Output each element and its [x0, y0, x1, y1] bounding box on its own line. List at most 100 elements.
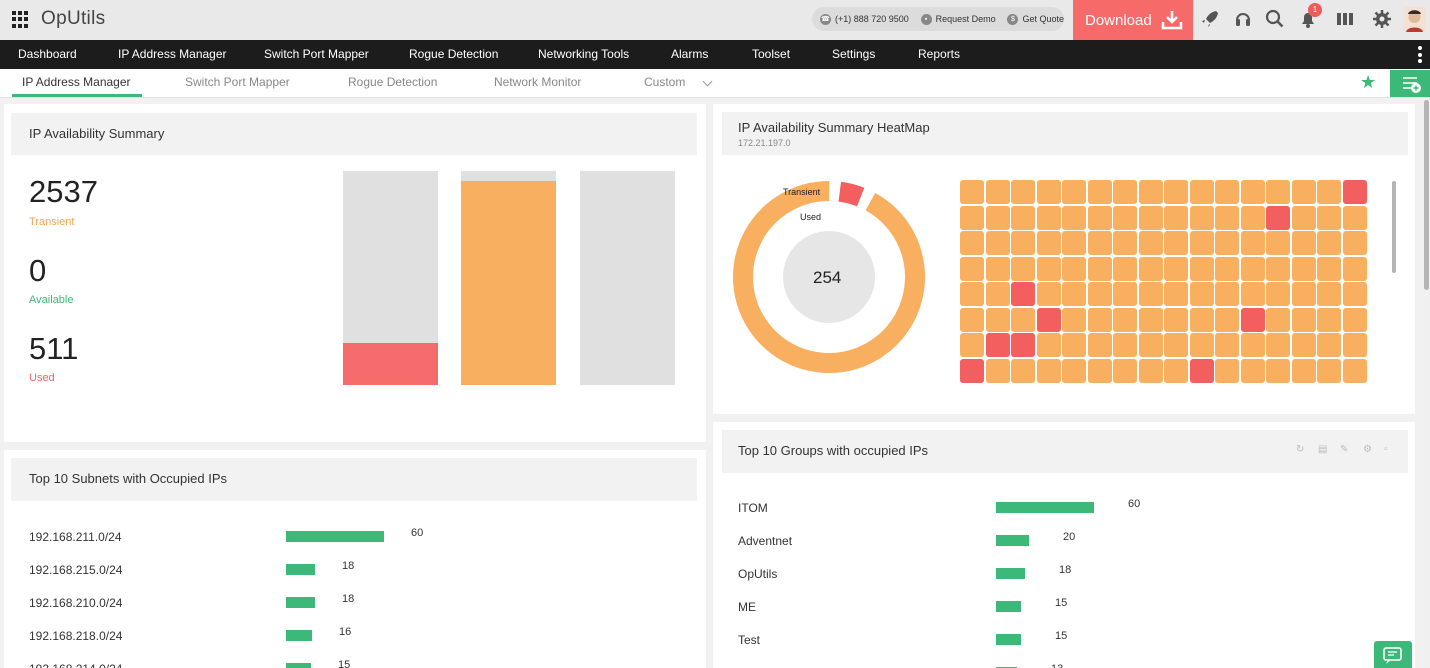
widget-menu-button[interactable]: [1390, 70, 1430, 97]
heatmap-cell-transient[interactable]: [1266, 256, 1290, 281]
tab-network-monitor[interactable]: Network Monitor: [494, 75, 582, 89]
heatmap-cell-transient[interactable]: [960, 282, 984, 306]
heatmap-cell-transient[interactable]: [1011, 256, 1035, 281]
heatmap-cell-transient[interactable]: [1317, 333, 1341, 357]
get-quote-link[interactable]: Get Quote: [1022, 14, 1064, 24]
heatmap-cell-transient[interactable]: [1138, 205, 1163, 230]
headset-icon[interactable]: [1232, 8, 1254, 30]
heatmap-cell-transient[interactable]: [1342, 333, 1367, 357]
heatmap-cell-transient[interactable]: [1317, 358, 1341, 383]
heatmap-cell-transient[interactable]: [1011, 231, 1035, 255]
heatmap-cell-used[interactable]: [1011, 333, 1035, 357]
heatmap-cell-used[interactable]: [1342, 180, 1367, 204]
heatmap-cell-transient[interactable]: [1036, 231, 1061, 255]
rocket-icon[interactable]: [1199, 8, 1221, 30]
heatmap-cell-transient[interactable]: [1164, 307, 1188, 332]
row-bar[interactable]: [996, 568, 1025, 579]
heatmap-cell-transient[interactable]: [1266, 282, 1290, 306]
heatmap-scrollbar[interactable]: [1392, 181, 1396, 273]
nav-switch-port-mapper[interactable]: Switch Port Mapper: [264, 47, 369, 61]
heatmap-cell-transient[interactable]: [1087, 180, 1112, 204]
heatmap-cell-transient[interactable]: [1189, 180, 1214, 204]
heatmap-cell-transient[interactable]: [1240, 282, 1265, 306]
heatmap-cell-transient[interactable]: [1266, 180, 1290, 204]
heatmap-cell-transient[interactable]: [1342, 307, 1367, 332]
row-bar[interactable]: [286, 564, 315, 575]
heatmap-cell-transient[interactable]: [1087, 333, 1112, 357]
heatmap-cell-transient[interactable]: [1087, 307, 1112, 332]
heatmap-cell-transient[interactable]: [1266, 231, 1290, 255]
heatmap-cell-transient[interactable]: [960, 256, 984, 281]
heatmap-cell-transient[interactable]: [1189, 231, 1214, 255]
heatmap-cell-transient[interactable]: [1036, 333, 1061, 357]
heatmap-cell-transient[interactable]: [1215, 180, 1239, 204]
heatmap-cell-transient[interactable]: [1291, 256, 1316, 281]
tab-rogue-detection[interactable]: Rogue Detection: [348, 75, 438, 89]
refresh-icon[interactable]: ↻: [1296, 444, 1305, 455]
row-bar[interactable]: [286, 663, 311, 668]
heatmap-cell-transient[interactable]: [1215, 205, 1239, 230]
heatmap-cell-transient[interactable]: [1036, 256, 1061, 281]
chevron-down-icon[interactable]: [702, 76, 713, 87]
heatmap-cell-transient[interactable]: [960, 205, 984, 230]
heatmap-cell-transient[interactable]: [1240, 256, 1265, 281]
app-grid-icon[interactable]: [12, 11, 29, 28]
nav-reports[interactable]: Reports: [918, 47, 961, 61]
heatmap-cell-transient[interactable]: [1113, 205, 1137, 230]
heatmap-cell-transient[interactable]: [1036, 282, 1061, 306]
heatmap-cell-transient[interactable]: [1317, 307, 1341, 332]
heatmap-cell-transient[interactable]: [1113, 180, 1137, 204]
heatmap-cell-transient[interactable]: [1317, 231, 1341, 255]
request-demo-link[interactable]: Request Demo: [935, 14, 996, 24]
heatmap-cell-transient[interactable]: [1087, 231, 1112, 255]
heatmap-cell-transient[interactable]: [1036, 358, 1061, 383]
heatmap-cell-transient[interactable]: [1291, 205, 1316, 230]
heatmap-cell-transient[interactable]: [1113, 231, 1137, 255]
nav-ip-address-manager[interactable]: IP Address Manager: [118, 47, 227, 61]
heatmap-cell-used[interactable]: [960, 358, 984, 383]
heatmap-cell-transient[interactable]: [1138, 333, 1163, 357]
heatmap-cell-transient[interactable]: [1240, 358, 1265, 383]
heatmap-cell-transient[interactable]: [1062, 256, 1086, 281]
heatmap-cell-transient[interactable]: [1164, 282, 1188, 306]
heatmap-cell-transient[interactable]: [1342, 282, 1367, 306]
heatmap-cell-transient[interactable]: [985, 180, 1010, 204]
heatmap-cell-transient[interactable]: [1266, 307, 1290, 332]
heatmap-cell-transient[interactable]: [1062, 205, 1086, 230]
edit-icon[interactable]: ✎: [1340, 444, 1349, 455]
nav-settings[interactable]: Settings: [832, 47, 876, 61]
heatmap-cell-transient[interactable]: [1240, 180, 1265, 204]
heatmap-cell-transient[interactable]: [1215, 307, 1239, 332]
heatmap-cell-transient[interactable]: [1317, 205, 1341, 230]
heatmap-cell-transient[interactable]: [1062, 307, 1086, 332]
heatmap-cell-transient[interactable]: [1062, 282, 1086, 306]
settings-icon[interactable]: ⚙: [1363, 444, 1372, 455]
heatmap-cell-transient[interactable]: [1189, 307, 1214, 332]
chat-button[interactable]: [1374, 641, 1412, 668]
heatmap-cell-transient[interactable]: [1240, 231, 1265, 255]
heatmap-cell-transient[interactable]: [1113, 256, 1137, 281]
heatmap-cell-transient[interactable]: [1317, 256, 1341, 281]
heatmap-cell-transient[interactable]: [1189, 282, 1214, 306]
row-bar[interactable]: [996, 535, 1029, 546]
heatmap-cell-transient[interactable]: [1342, 358, 1367, 383]
heatmap-cell-transient[interactable]: [1266, 333, 1290, 357]
heatmap-cell-transient[interactable]: [1113, 358, 1137, 383]
heatmap-cell-transient[interactable]: [1113, 282, 1137, 306]
heatmap-cell-transient[interactable]: [1138, 256, 1163, 281]
heatmap-cell-transient[interactable]: [1240, 333, 1265, 357]
heatmap-cell-transient[interactable]: [1317, 282, 1341, 306]
heatmap-cell-transient[interactable]: [1342, 256, 1367, 281]
heatmap-cell-transient[interactable]: [1036, 180, 1061, 204]
heatmap-cell-transient[interactable]: [1215, 256, 1239, 281]
star-icon[interactable]: ★: [1360, 72, 1377, 92]
heatmap-cell-transient[interactable]: [985, 358, 1010, 383]
heatmap-cell-transient[interactable]: [985, 307, 1010, 332]
nav-rogue-detection[interactable]: Rogue Detection: [409, 47, 499, 61]
row-bar[interactable]: [996, 634, 1021, 645]
heatmap-cell-transient[interactable]: [1317, 180, 1341, 204]
heatmap-cell-transient[interactable]: [1138, 307, 1163, 332]
heatmap-cell-transient[interactable]: [1164, 358, 1188, 383]
heatmap-cell-transient[interactable]: [960, 231, 984, 255]
heatmap-cell-transient[interactable]: [1291, 180, 1316, 204]
